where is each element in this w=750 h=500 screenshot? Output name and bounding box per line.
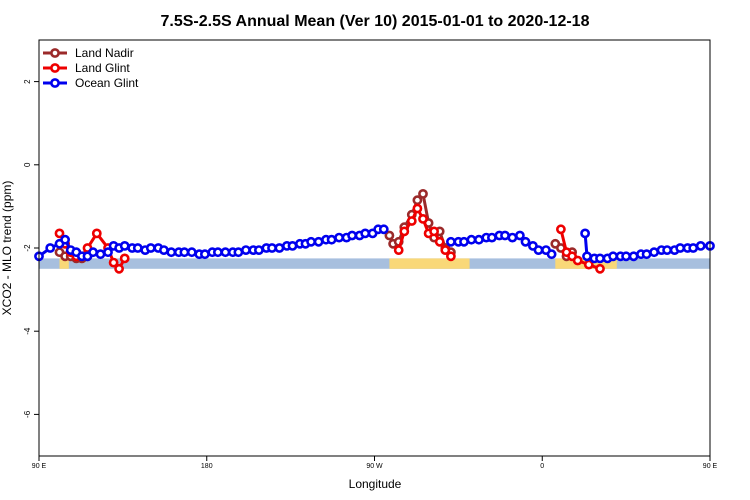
legend-label: Ocean Glint [75, 76, 139, 90]
data-point [486, 232, 497, 243]
surface-band [59, 258, 69, 269]
data-point [114, 263, 124, 274]
data-point [378, 224, 389, 235]
data-point [253, 245, 264, 255]
data-point [466, 234, 477, 245]
data-point [60, 234, 70, 245]
y-tick-label: -6 [23, 410, 32, 418]
data-point [583, 259, 594, 270]
data-point [507, 232, 518, 243]
x-tick-label: 0 [540, 463, 544, 470]
data-point [595, 253, 605, 264]
data-point [434, 236, 445, 247]
data-point [95, 249, 106, 260]
data-point [556, 224, 566, 235]
data-point [103, 247, 113, 258]
legend-swatch-marker [50, 48, 60, 58]
data-point [384, 230, 395, 241]
y-tick-label: 2 [23, 79, 32, 84]
data-point [145, 243, 156, 253]
data-point [429, 226, 439, 237]
data-point [412, 203, 423, 214]
data-point [406, 216, 417, 226]
x-axis: 90 E 180 90 W 0 90 E [32, 456, 718, 470]
data-point [399, 226, 410, 237]
data-point [520, 236, 531, 247]
data-point [119, 253, 130, 264]
legend-swatch-marker [50, 63, 60, 73]
data-point [445, 236, 456, 247]
plot-area [34, 188, 715, 274]
data-point [688, 243, 699, 253]
data-point [326, 234, 337, 245]
surface-band [389, 258, 470, 269]
y-tick-label: 0 [23, 162, 32, 167]
data-point [546, 249, 557, 260]
data-point [212, 247, 223, 258]
series-layer [34, 188, 715, 274]
data-point [347, 230, 357, 241]
data-point [54, 228, 65, 239]
data-point [274, 243, 285, 253]
series-line [397, 205, 453, 258]
x-tick-label: 180 [201, 463, 213, 470]
data-point [119, 240, 130, 251]
y-axis-label: XCO2 - MLO trend (ppm) [0, 181, 14, 316]
y-axis: 2 0 -2 -4 -6 [23, 79, 39, 418]
data-point [233, 247, 244, 258]
x-tick-label: 90 W [366, 463, 383, 470]
legend-label: Land Nadir [75, 46, 134, 60]
data-point [418, 213, 428, 224]
x-tick-label: 90 E [32, 463, 47, 470]
data-point [199, 249, 210, 260]
chart-title: 7.5S-2.5S Annual Mean (Ver 10) 2015-01-0… [161, 13, 590, 30]
data-point [595, 263, 605, 274]
y-tick-label: -4 [23, 327, 32, 335]
data-point [445, 251, 456, 262]
surface-band [39, 258, 710, 269]
data-point [440, 245, 451, 255]
legend-label: Land Glint [75, 61, 130, 75]
data-point [91, 228, 102, 239]
data-point [166, 247, 177, 258]
data-point [393, 245, 404, 255]
series-land-glint [54, 203, 605, 274]
data-point [695, 240, 706, 251]
series-ocean-glint [34, 224, 715, 264]
data-point [662, 245, 672, 255]
data-point [641, 249, 652, 260]
data-point [533, 245, 544, 255]
data-point [306, 236, 316, 247]
legend-swatch-marker [50, 78, 60, 88]
data-point [572, 255, 583, 266]
x-tick-label: 90 E [703, 463, 718, 470]
x-axis-label: Longitude [349, 477, 402, 491]
data-point [88, 247, 98, 258]
data-point [515, 230, 525, 241]
data-point [186, 247, 197, 258]
data-point [580, 228, 590, 239]
y-tick-label: -2 [23, 244, 32, 252]
data-point [418, 188, 428, 199]
data-point [621, 251, 631, 262]
data-point [45, 243, 56, 253]
data-point [108, 257, 119, 268]
